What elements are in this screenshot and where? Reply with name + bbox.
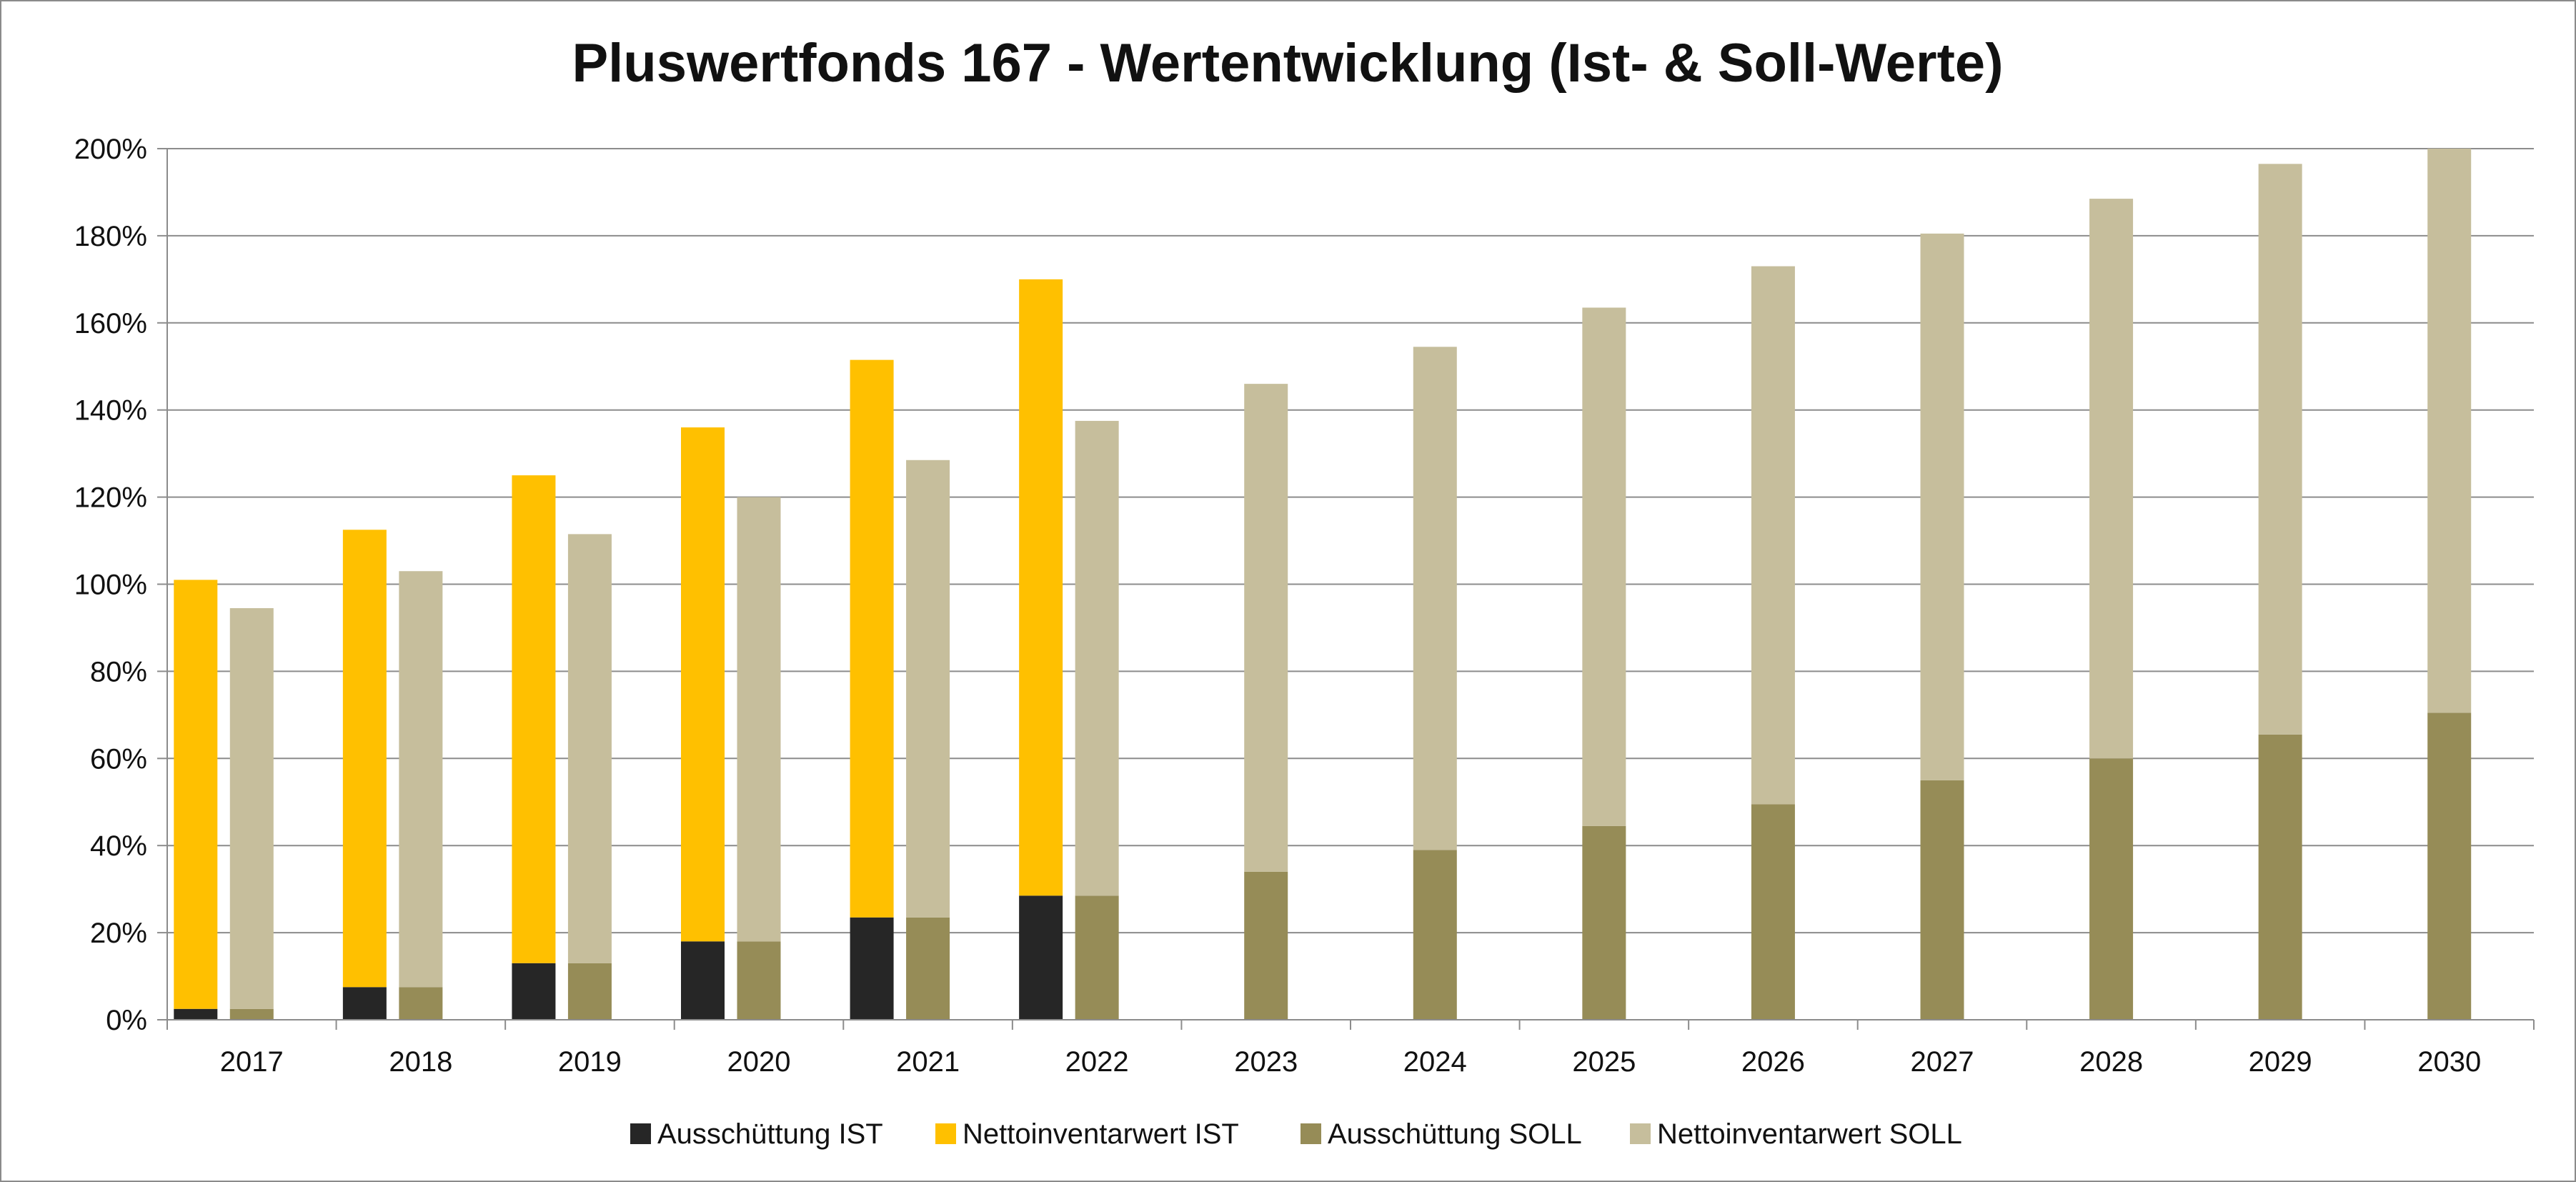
bar-nettoinventarwert-ist-2017 bbox=[174, 580, 218, 1009]
legend-label: Nettoinventarwert IST bbox=[963, 1118, 1239, 1150]
legend-swatch bbox=[935, 1123, 956, 1144]
bar-nettoinventarwert-ist-2021 bbox=[850, 359, 894, 918]
bar-nettoinventarwert-soll-2023 bbox=[1244, 384, 1288, 872]
bar-aussch-ttung-soll-2024 bbox=[1413, 850, 1457, 1020]
x-tick-label: 2030 bbox=[2417, 1046, 2481, 1078]
x-tick-label: 2025 bbox=[1572, 1046, 1636, 1078]
legend-label: Nettoinventarwert SOLL bbox=[1657, 1118, 1962, 1150]
x-tick-label: 2021 bbox=[896, 1046, 960, 1078]
bar-nettoinventarwert-soll-2026 bbox=[1751, 266, 1795, 805]
y-tick-label: 20% bbox=[90, 918, 147, 949]
y-tick-label: 200% bbox=[74, 134, 147, 165]
gridlines bbox=[167, 148, 2534, 934]
bar-aussch-ttung-ist-2021 bbox=[850, 917, 894, 1020]
x-tick-label: 2018 bbox=[389, 1046, 452, 1078]
bar-aussch-ttung-soll-2023 bbox=[1244, 871, 1288, 1020]
legend-label: Ausschüttung SOLL bbox=[1328, 1118, 1582, 1150]
x-tick-label: 2020 bbox=[727, 1046, 791, 1078]
bar-nettoinventarwert-soll-2029 bbox=[2258, 164, 2302, 735]
x-tick-label: 2017 bbox=[220, 1046, 284, 1078]
x-tick-label: 2027 bbox=[1911, 1046, 1974, 1078]
bar-aussch-ttung-soll-2022 bbox=[1075, 895, 1119, 1020]
bar-aussch-ttung-soll-2026 bbox=[1751, 804, 1795, 1020]
x-tick-label: 2028 bbox=[2079, 1046, 2143, 1078]
x-tick-label: 2022 bbox=[1065, 1046, 1129, 1078]
bar-nettoinventarwert-soll-2018 bbox=[399, 571, 443, 988]
bar-aussch-ttung-ist-2022 bbox=[1019, 895, 1063, 1020]
chart-title: Pluswertfonds 167 - Wertentwicklung (Ist… bbox=[572, 33, 2003, 94]
bar-nettoinventarwert-soll-2024 bbox=[1413, 347, 1457, 850]
bar-aussch-ttung-soll-2030 bbox=[2427, 712, 2472, 1020]
legend: Ausschüttung IST Nettoinventarwert IST Aus… bbox=[630, 1118, 1962, 1150]
bar-aussch-ttung-soll-2021 bbox=[906, 917, 950, 1020]
y-tick-label: 40% bbox=[90, 830, 147, 862]
bar-aussch-ttung-ist-2020 bbox=[681, 941, 725, 1020]
bar-nettoinventarwert-soll-2030 bbox=[2427, 149, 2472, 713]
legend-swatch bbox=[1301, 1123, 1321, 1144]
y-tick-label: 180% bbox=[74, 221, 147, 252]
bar-aussch-ttung-ist-2017 bbox=[174, 1008, 218, 1020]
bar-aussch-ttung-soll-2027 bbox=[1920, 780, 1964, 1020]
x-tick-label: 2029 bbox=[2249, 1046, 2312, 1078]
bar-nettoinventarwert-soll-2022 bbox=[1075, 420, 1119, 896]
bar-aussch-ttung-soll-2020 bbox=[737, 941, 781, 1020]
y-tick-label: 0% bbox=[106, 1005, 147, 1036]
bar-nettoinventarwert-ist-2020 bbox=[681, 427, 725, 942]
y-tick-label: 140% bbox=[74, 395, 147, 427]
y-tick-label: 80% bbox=[90, 656, 147, 687]
bar-nettoinventarwert-soll-2027 bbox=[1920, 233, 1964, 780]
bar-aussch-ttung-ist-2018 bbox=[342, 987, 387, 1020]
bar-nettoinventarwert-soll-2017 bbox=[229, 608, 274, 1009]
bar-nettoinventarwert-ist-2018 bbox=[342, 530, 387, 988]
bar-aussch-ttung-soll-2028 bbox=[2089, 758, 2134, 1020]
bar-aussch-ttung-soll-2018 bbox=[399, 987, 443, 1020]
y-tick-label: 160% bbox=[74, 308, 147, 339]
y-tick-label: 120% bbox=[74, 482, 147, 514]
bar-nettoinventarwert-soll-2028 bbox=[2089, 199, 2134, 759]
legend-swatch bbox=[630, 1123, 651, 1144]
axes: 0% 20% 40% 60% 80% 100% 120% 140% 160% 180% 200% 20… bbox=[74, 134, 2535, 1078]
bar-aussch-ttung-soll-2019 bbox=[567, 963, 612, 1020]
y-tick-label: 60% bbox=[90, 743, 147, 775]
x-tick-label: 2026 bbox=[1741, 1046, 1805, 1078]
bar-nettoinventarwert-soll-2020 bbox=[737, 497, 781, 942]
x-tick-label: 2024 bbox=[1403, 1046, 1467, 1078]
bar-aussch-ttung-soll-2025 bbox=[1582, 825, 1626, 1020]
bar-nettoinventarwert-soll-2021 bbox=[906, 460, 950, 918]
bar-nettoinventarwert-ist-2022 bbox=[1019, 279, 1063, 896]
bar-aussch-ttung-soll-2029 bbox=[2258, 734, 2302, 1020]
bar-aussch-ttung-soll-2017 bbox=[229, 1008, 274, 1020]
legend-label: Ausschüttung IST bbox=[657, 1118, 883, 1150]
bar-aussch-ttung-ist-2019 bbox=[512, 963, 556, 1020]
bars bbox=[174, 149, 2472, 1020]
bar-nettoinventarwert-soll-2025 bbox=[1582, 307, 1626, 826]
legend-swatch bbox=[1630, 1123, 1651, 1144]
bar-nettoinventarwert-soll-2019 bbox=[567, 534, 612, 963]
x-tick-label: 2023 bbox=[1234, 1046, 1298, 1078]
x-tick-label: 2019 bbox=[558, 1046, 622, 1078]
bar-nettoinventarwert-ist-2019 bbox=[512, 475, 556, 963]
y-tick-label: 100% bbox=[74, 570, 147, 601]
